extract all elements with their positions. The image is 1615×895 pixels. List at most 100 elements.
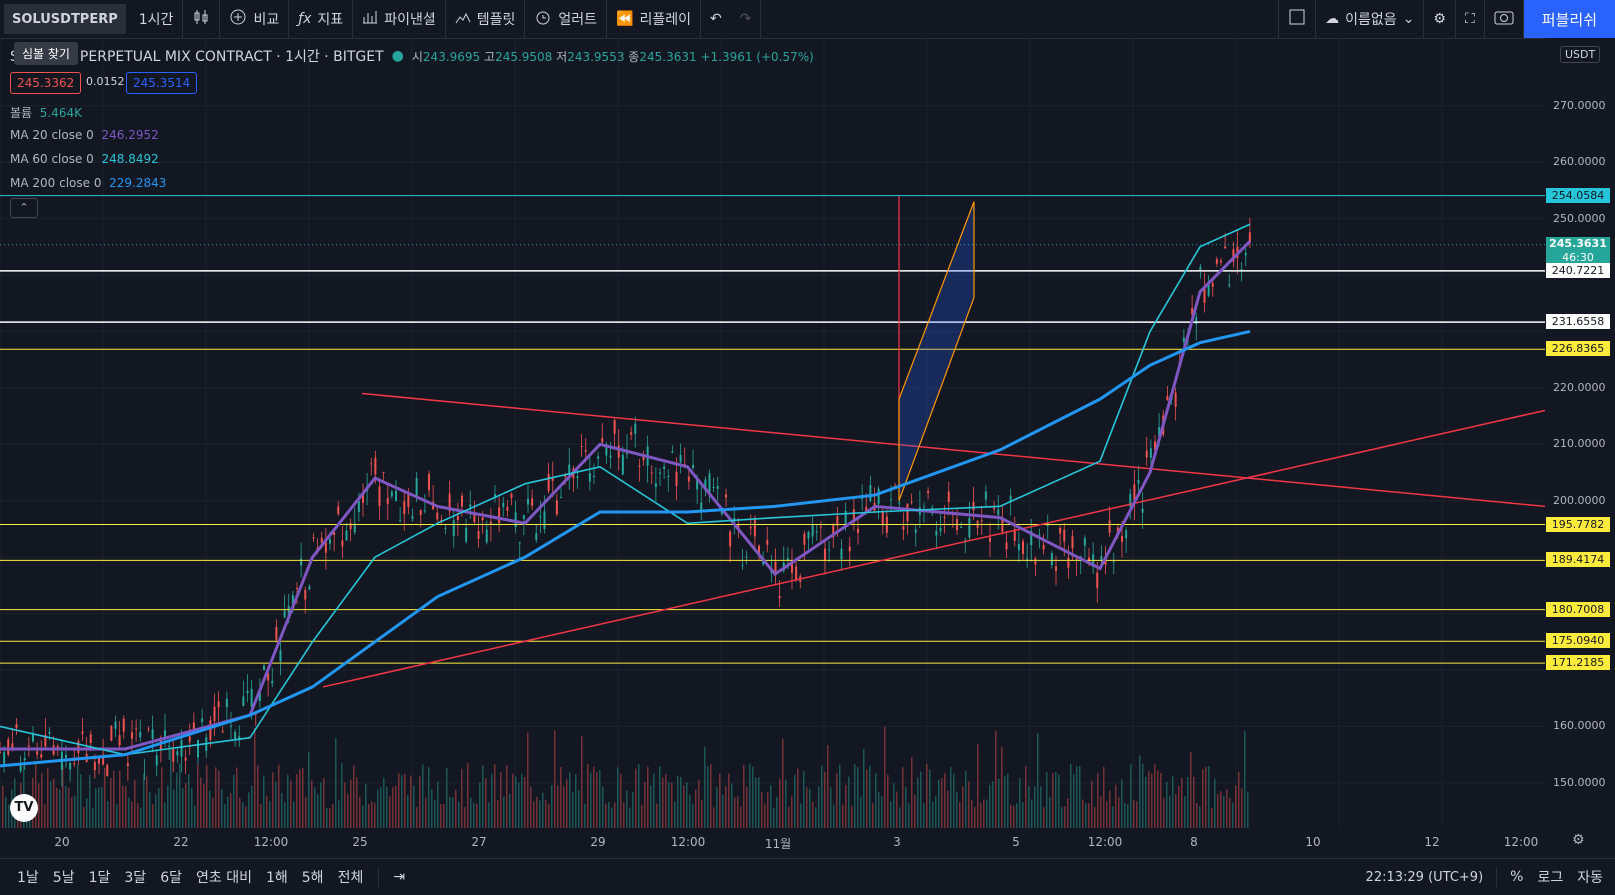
interval-button[interactable]: 1시간 <box>130 0 184 38</box>
clock-display[interactable]: 22:13:29 (UTC+9) <box>1365 869 1484 885</box>
candle-body <box>300 558 303 566</box>
range-button[interactable]: 1날 <box>17 870 39 886</box>
volume-bar <box>830 787 832 828</box>
buy-price[interactable]: 245.3514 <box>126 72 198 94</box>
volume-bar <box>479 782 481 828</box>
volume-bar <box>656 803 658 828</box>
volume-bar <box>191 788 193 828</box>
range-button[interactable]: 1달 <box>88 870 111 886</box>
compare-button[interactable]: 비교 <box>220 0 290 38</box>
volume-bar <box>263 775 265 828</box>
candle-body <box>40 754 43 758</box>
price-level-tag[interactable]: 180.7008 <box>1546 601 1610 617</box>
candle-body <box>939 527 942 532</box>
publish-button[interactable]: 퍼블리쉬 <box>1523 0 1615 38</box>
price-level-tag[interactable]: 189.4174 <box>1546 552 1610 568</box>
log-toggle[interactable]: 로그 <box>1537 870 1564 886</box>
price-axis[interactable] <box>1545 38 1615 828</box>
redo-button[interactable]: ↷ <box>731 0 762 38</box>
candle-body <box>452 520 455 536</box>
collapse-legend-button[interactable]: ⌃ <box>10 198 38 218</box>
snapshot-button[interactable] <box>1485 0 1524 38</box>
volume-bar <box>884 726 886 828</box>
ma20-legend[interactable]: MA 20 close 0 246.2952 <box>10 128 159 142</box>
alert-button[interactable]: 얼러트 <box>525 0 607 38</box>
layout-name-label: 이름없음 <box>1345 12 1397 28</box>
price-level-tag[interactable]: 195.7782 <box>1546 516 1610 532</box>
axis-settings-button[interactable]: ⚙ <box>1572 832 1585 848</box>
candle-body <box>461 495 463 507</box>
range-button[interactable]: 6달 <box>160 870 182 886</box>
price-level-tag[interactable]: 175.0940 <box>1546 633 1610 649</box>
range-button[interactable]: 5날 <box>52 870 75 886</box>
date-range-icon[interactable]: ⇥ <box>393 869 406 885</box>
volume-bar <box>821 765 823 828</box>
price-level-tag[interactable]: 245.3631 46:30 <box>1546 236 1610 267</box>
volume-bar <box>383 777 385 828</box>
price-level-tag[interactable]: 231.6558 <box>1546 314 1610 330</box>
candle-body <box>65 754 67 758</box>
volume-bar <box>671 782 673 828</box>
volume-bar <box>437 781 439 828</box>
volume-bar <box>1088 803 1090 828</box>
volume-bar <box>296 774 298 828</box>
volume-bar <box>1202 769 1204 828</box>
volume-bar <box>173 789 175 828</box>
volume-bar <box>533 801 535 828</box>
fullscreen-button[interactable]: ⛶ <box>1456 0 1485 38</box>
candle-body <box>217 701 220 708</box>
layout-name-button[interactable]: ☁ 이름없음 ⌄ <box>1316 0 1425 38</box>
indicators-button[interactable]: ƒx 지표 <box>289 0 354 38</box>
percent-toggle[interactable]: % <box>1510 869 1524 885</box>
layout-select-button[interactable] <box>1278 0 1317 38</box>
range-button[interactable]: 1해 <box>265 870 288 886</box>
price-level-tag[interactable]: 226.8365 <box>1546 341 1610 357</box>
candle-body <box>308 586 311 590</box>
undo-icon: ↶ <box>709 11 722 27</box>
ma200-legend[interactable]: MA 200 close 0 229.2843 <box>10 176 167 190</box>
candle-body <box>522 515 525 519</box>
volume-bar <box>323 778 325 828</box>
candle-body <box>263 665 265 671</box>
financials-button[interactable]: 파이낸셜 <box>353 0 446 38</box>
auto-toggle[interactable]: 자동 <box>1577 870 1603 886</box>
volume-bar <box>716 786 718 828</box>
settings-button[interactable]: ⚙ <box>1424 0 1456 38</box>
volume-bar <box>476 803 478 828</box>
range-button[interactable]: 3달 <box>124 870 147 886</box>
currency-badge[interactable]: USDT <box>1560 46 1601 63</box>
ma60-legend[interactable]: MA 60 close 0 248.8492 <box>10 152 159 166</box>
volume-bar <box>71 797 73 828</box>
volume-bar <box>161 767 163 828</box>
volume-bar <box>152 804 154 828</box>
symbol-title[interactable]: SOLUSDT PERPETUAL MIX CONTRACT · 1시간 · B… <box>10 49 384 65</box>
price-axis-label: 250.0000 <box>1553 211 1606 225</box>
volume-bar <box>1139 755 1141 828</box>
volume-bar <box>485 778 487 828</box>
volume-bar <box>947 790 949 828</box>
candle-body <box>1055 566 1057 572</box>
price-chart[interactable] <box>0 38 1545 828</box>
range-button[interactable]: 전체 <box>337 870 364 886</box>
symbol-search-button[interactable]: SOLUSDTPERP <box>4 4 126 34</box>
candle-body <box>1224 246 1227 249</box>
range-button[interactable]: 연초 대비 <box>195 870 252 886</box>
undo-button[interactable]: ↶ <box>701 0 731 38</box>
templates-button[interactable]: 템플릿 <box>446 0 526 38</box>
volume-bar <box>548 803 550 828</box>
volume-bar <box>779 778 781 828</box>
volume-legend[interactable]: 볼륨 5.464K <box>10 106 82 120</box>
candle-body <box>147 728 150 730</box>
price-level-tag[interactable]: 254.0584 <box>1546 187 1610 203</box>
candle-body <box>663 466 666 469</box>
range-button[interactable]: 5해 <box>301 870 324 886</box>
replay-button[interactable]: ⏪ 리플레이 <box>607 0 701 38</box>
chart-type-button[interactable] <box>183 0 221 38</box>
candle-body <box>778 596 781 599</box>
price-level-tag[interactable]: 240.7221 <box>1546 262 1610 278</box>
candle-body <box>1121 535 1123 542</box>
sell-price[interactable]: 245.3362 <box>10 72 82 94</box>
candle-body <box>349 523 352 530</box>
volume-bar <box>1136 801 1138 828</box>
price-level-tag[interactable]: 171.2185 <box>1546 655 1610 671</box>
